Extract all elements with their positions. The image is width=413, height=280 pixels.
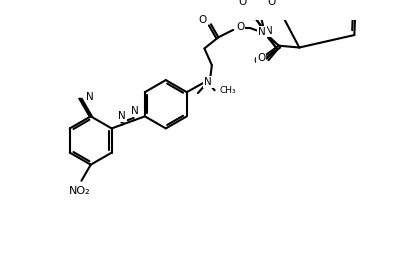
Text: N: N [131, 106, 138, 116]
Text: NO₂: NO₂ [69, 186, 90, 196]
Text: CH₃: CH₃ [219, 86, 236, 95]
Text: N: N [258, 27, 266, 37]
Text: O: O [198, 15, 206, 25]
Text: O: O [257, 53, 265, 63]
Text: O: O [268, 0, 276, 7]
Text: O: O [238, 0, 247, 7]
Text: O: O [236, 22, 244, 32]
Text: N: N [204, 77, 212, 87]
Text: N: N [86, 92, 94, 102]
Text: N: N [206, 77, 214, 87]
Text: N: N [118, 111, 126, 121]
Text: N: N [265, 26, 273, 36]
Text: O: O [254, 57, 262, 66]
